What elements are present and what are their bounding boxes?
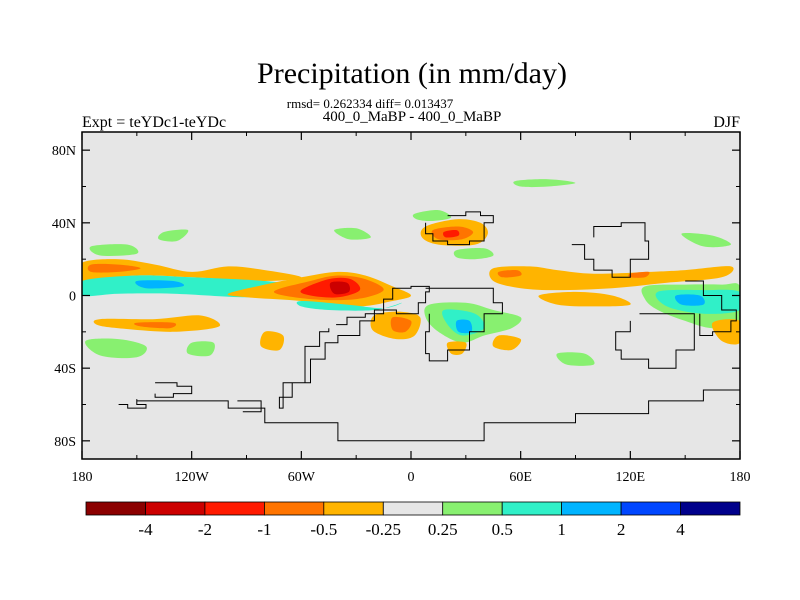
colorbar-swatch bbox=[442, 501, 503, 516]
field-india-warm-core-2 bbox=[628, 271, 650, 278]
coastline-segment bbox=[278, 285, 430, 409]
coastline-segment bbox=[237, 400, 262, 413]
colorbar-swatch bbox=[323, 501, 384, 516]
field-tropical-band-left-wet-inner bbox=[135, 280, 185, 289]
x-tick-label: 60E bbox=[509, 470, 532, 485]
colorbar-swatch bbox=[204, 501, 265, 516]
colorbar-swatch bbox=[145, 501, 206, 516]
field-north-green-patch-1 bbox=[89, 244, 139, 256]
coastline-segment bbox=[425, 211, 494, 246]
coastline-segment bbox=[154, 382, 193, 398]
field-africa-warm-core bbox=[390, 316, 412, 333]
field-southwest-indian-warm bbox=[492, 335, 522, 351]
field-pacific-wet-core bbox=[674, 294, 705, 306]
colorbar-label: 4 bbox=[676, 520, 685, 539]
colorbar-label: 0.25 bbox=[428, 520, 458, 539]
y-tick-label: 40N bbox=[52, 217, 76, 232]
map-axes: 180 120W 60W 0 60E 120E 180 80N 40N 0 40S 80S bbox=[52, 132, 751, 485]
expt-label: Expt = teYDc1-teYDc bbox=[82, 114, 226, 131]
colorbar-label: -1 bbox=[257, 520, 271, 539]
field-north-atlantic-wet bbox=[334, 227, 371, 240]
colorbar-swatch bbox=[501, 501, 563, 516]
field-india-warm bbox=[489, 266, 734, 291]
colorbar-swatch bbox=[620, 501, 681, 516]
colorbar-label: 1 bbox=[557, 520, 566, 539]
colorbar-swatch bbox=[85, 501, 146, 516]
field-south-green-patch-1 bbox=[85, 338, 147, 359]
field-atlantic-south-wet bbox=[296, 300, 403, 311]
coastline-segment bbox=[615, 313, 695, 369]
field-africa-warm-south bbox=[446, 341, 467, 355]
colorbar-label: -2 bbox=[198, 520, 212, 539]
field-africa-wet-core bbox=[455, 319, 473, 334]
field-south-band-left-warm-core bbox=[134, 322, 177, 329]
colorbar-label: -0.25 bbox=[366, 520, 401, 539]
colorbar-label: 2 bbox=[617, 520, 626, 539]
season-label: DJF bbox=[713, 114, 740, 131]
colorbar-swatch bbox=[382, 501, 444, 516]
coastline-segment bbox=[136, 389, 740, 442]
colorbar-swatch bbox=[561, 501, 622, 516]
field-indian-ocean-warm bbox=[538, 291, 631, 307]
field-arctic-wet bbox=[513, 179, 576, 188]
field-north-green-patch-2 bbox=[158, 229, 189, 242]
colorbar-label: -4 bbox=[138, 520, 153, 539]
colorbar-label: -0.5 bbox=[310, 520, 337, 539]
colorbar-swatch bbox=[263, 501, 325, 516]
y-tick-label: 80N bbox=[52, 144, 76, 159]
y-tick-label: 40S bbox=[54, 362, 76, 377]
field-mediterranean-warm-core bbox=[443, 229, 460, 238]
chart-title: Precipitation (in mm/day) bbox=[257, 57, 567, 90]
field-tropical-band-left-warm-core bbox=[87, 263, 141, 273]
x-tick-label: 120E bbox=[616, 470, 646, 485]
field-atlantic-warm-core bbox=[329, 281, 351, 295]
field-north-pacific-wet bbox=[681, 232, 732, 248]
coastline-segment bbox=[425, 287, 503, 362]
field-south-pacific-warm bbox=[260, 331, 285, 351]
colorbar-label: 0.5 bbox=[492, 520, 513, 539]
field-south-indian-green bbox=[556, 352, 595, 366]
coastline-segment bbox=[118, 399, 147, 409]
x-tick-label: 180 bbox=[72, 470, 93, 485]
x-tick-label: 180 bbox=[730, 470, 751, 485]
field-tropical-band-left-warm bbox=[82, 259, 302, 282]
coastline-segment bbox=[685, 280, 737, 336]
x-tick-label: 60W bbox=[288, 470, 316, 485]
colorbar: -4 -2 -1 -0.5 -0.25 0.25 0.5 1 2 4 bbox=[85, 501, 741, 539]
x-tick-label: 120W bbox=[175, 470, 210, 485]
field-arabia-wet bbox=[453, 247, 494, 260]
x-tick-label: 0 bbox=[408, 470, 415, 485]
field-india-warm-core bbox=[497, 269, 522, 278]
y-tick-label: 80S bbox=[54, 435, 76, 450]
colorbar-swatch bbox=[680, 501, 741, 516]
field-south-green-patch-2 bbox=[186, 341, 215, 357]
coastline-segment bbox=[571, 222, 650, 278]
field-mediterranean-wet-north bbox=[412, 210, 452, 222]
precipitation-fields bbox=[82, 179, 740, 366]
chart-subtitle: 400_0_MaBP - 400_0_MaBP bbox=[323, 109, 502, 125]
stats-line: rmsd= 0.262334 diff= 0.013437 bbox=[287, 96, 454, 111]
y-tick-label: 0 bbox=[69, 290, 76, 305]
coastlines bbox=[118, 211, 740, 442]
